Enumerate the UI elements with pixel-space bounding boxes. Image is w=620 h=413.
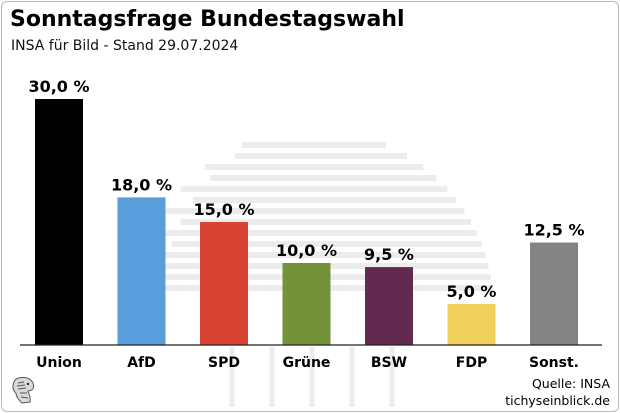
source-website: tichyseinblick.de: [505, 393, 610, 408]
bar-bsw: [365, 267, 413, 345]
chart-title: Sonntagsfrage Bundestagswahl: [10, 7, 405, 32]
bar-value-label: 10,0 %: [276, 241, 337, 260]
bar-value-label: 18,0 %: [111, 175, 172, 194]
bar-afd: [117, 197, 166, 345]
dome-stripe: [180, 186, 448, 192]
bar-union: [35, 99, 83, 345]
dome-stripe: [242, 142, 386, 148]
bar-value-label: 30,0 %: [28, 77, 89, 96]
dome-stripe: [171, 241, 482, 247]
category-label: BSW: [371, 355, 407, 371]
source-credit: Quelle: INSA tichyseinblick.de: [505, 375, 610, 409]
bar-grüne: [282, 263, 331, 345]
category-label: FDP: [456, 355, 487, 371]
dome-stripe: [163, 208, 465, 214]
category-label: AfD: [127, 355, 156, 371]
dome-stripe: [234, 153, 408, 159]
dome-stripe: [180, 219, 472, 225]
bar-sonst: [530, 242, 578, 345]
category-label: SPD: [208, 355, 240, 371]
category-label: Union: [36, 355, 82, 371]
dome-stripe: [204, 164, 424, 170]
dome-stripe: [192, 197, 457, 203]
dome-stripe: [142, 252, 486, 258]
bar-value-label: 12,5 %: [523, 221, 584, 240]
bar-value-label: 5,0 %: [447, 282, 497, 301]
bar-value-label: 15,0 %: [193, 200, 254, 219]
category-label: Sonst.: [529, 355, 579, 371]
eagle-head-logo-icon: [12, 376, 35, 404]
chart-subtitle: INSA für Bild - Stand 29.07.2024: [11, 38, 239, 54]
bar-value-label: 9,5 %: [364, 245, 414, 264]
dome-stripe: [151, 230, 477, 236]
dome-stripe: [209, 175, 437, 181]
bar-spd: [200, 222, 248, 345]
category-label: Grüne: [283, 355, 331, 371]
bar-fdp: [447, 304, 496, 345]
source-line: Quelle: INSA: [531, 376, 610, 391]
